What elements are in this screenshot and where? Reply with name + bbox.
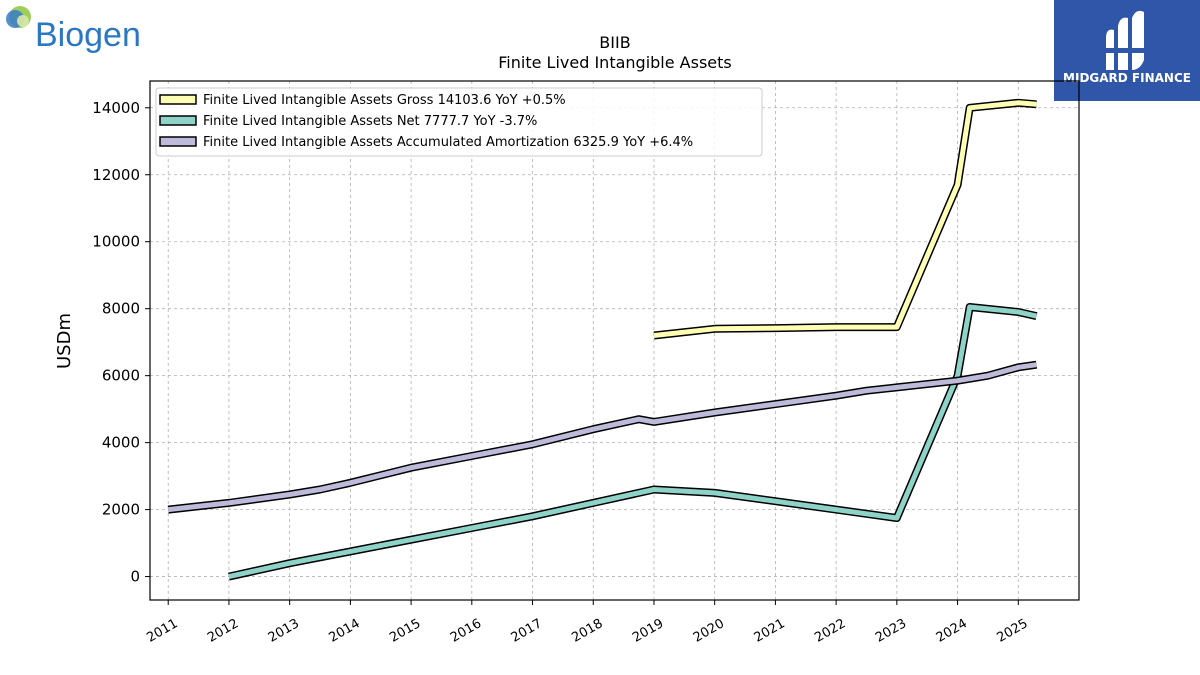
y-tick-label: 14000 [92, 99, 140, 117]
x-tick-label: 2019 [630, 616, 666, 646]
legend-box [155, 87, 763, 157]
x-tick-label: 2024 [934, 616, 970, 646]
midgard-finance-logo-text: MIDGARD FINANCE [1063, 71, 1191, 85]
x-tick-label: 2020 [691, 616, 727, 646]
x-tick-label: 2013 [266, 616, 302, 646]
x-tick-label: 2016 [448, 616, 484, 646]
x-tick-label: 2023 [873, 616, 909, 646]
legend-entry: Finite Lived Intangible Assets Accumulat… [203, 135, 693, 150]
y-tick-label: 10000 [92, 233, 140, 251]
x-tick-label: 2015 [387, 616, 423, 646]
legend-entry: Finite Lived Intangible Assets Gross 141… [203, 93, 566, 108]
chart-subtitle: Finite Lived Intangible Assets [498, 53, 731, 72]
legend: Finite Lived Intangible Assets Gross 141… [155, 87, 763, 157]
y-tick-label: 12000 [92, 166, 140, 184]
grid [150, 81, 1079, 600]
biogen-logo: Biogen [4, 4, 154, 56]
x-tick-label: 2017 [509, 616, 545, 646]
legend-swatch [159, 115, 197, 126]
midgard-finance-logo-mark: MIDGARD FINANCE [1063, 10, 1191, 85]
x-tick-label: 2018 [569, 616, 605, 646]
y-tick-label: 6000 [102, 367, 140, 385]
x-tick-label: 2021 [752, 616, 788, 646]
y-axis-label: USDm [54, 313, 75, 369]
midgard-finance-logo: MIDGARD FINANCE [1054, 0, 1200, 101]
y-tick-label: 0 [130, 568, 140, 586]
legend-entry: Finite Lived Intangible Assets Net 7777.… [203, 114, 537, 129]
plot-frame [149, 80, 1080, 601]
y-tick-label: 8000 [102, 300, 140, 318]
series-lines [167, 98, 1038, 581]
series-line [653, 100, 1037, 338]
x-tick-label: 2022 [812, 616, 848, 646]
legend-swatch [159, 94, 197, 105]
biogen-logo-mark: Biogen [6, 6, 141, 54]
y-tick-label: 2000 [102, 501, 140, 519]
x-tick-label: 2011 [144, 616, 180, 646]
axis-ticks: 2011 2012 2013 2014 2015 2016 2017 2018 2019 2020… [92, 99, 1030, 646]
x-tick-label: 2025 [994, 616, 1030, 646]
chart-title: BIIB [599, 33, 630, 52]
legend-swatch [159, 136, 197, 147]
x-tick-label: 2012 [205, 616, 241, 646]
biogen-logo-text: Biogen [35, 16, 141, 54]
y-tick-label: 4000 [102, 434, 140, 452]
x-tick-label: 2014 [327, 616, 363, 646]
series-line [167, 362, 1037, 513]
series-line [228, 304, 1038, 580]
